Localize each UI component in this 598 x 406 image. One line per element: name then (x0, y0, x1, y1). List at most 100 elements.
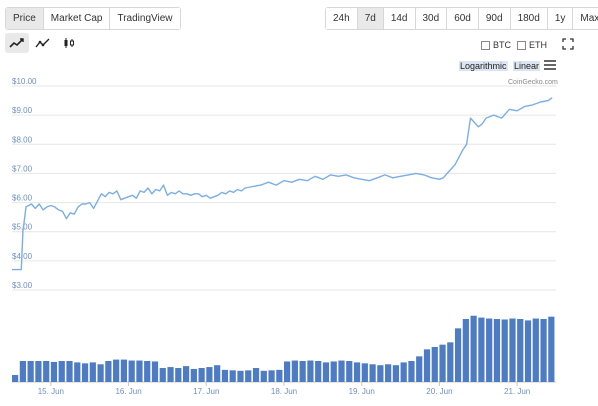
x-tick-label: 17. Jun (193, 387, 219, 396)
y-tick-label: $6.00 (12, 194, 33, 203)
y-tick-label: $3.00 (12, 281, 33, 290)
candlestick-icon (64, 38, 74, 48)
volume-bar (35, 361, 42, 382)
volume-bar (260, 370, 267, 382)
x-tick-label: 15. Jun (38, 387, 64, 396)
volume-bar (408, 361, 415, 382)
volume-bar (237, 370, 244, 382)
volume-bar (136, 360, 143, 382)
volume-bar (105, 361, 112, 382)
range-7d[interactable]: 7d (357, 8, 384, 29)
range-180d[interactable]: 180d (510, 8, 548, 29)
time-range-selector: 24h 7d 14d 30d 60d 90d 180d 1y Max (325, 7, 598, 30)
range-30d[interactable]: 30d (415, 8, 448, 29)
candlestick-button[interactable] (57, 33, 81, 53)
volume-bar (346, 361, 353, 382)
chart-type-selector (5, 33, 81, 53)
range-24h[interactable]: 24h (326, 8, 358, 29)
volume-bar (385, 364, 392, 382)
volume-bar (159, 368, 166, 382)
volume-bar (81, 363, 89, 382)
volume-bar (361, 363, 368, 382)
compare-eth[interactable]: ETH (517, 40, 547, 50)
range-1y[interactable]: 1y (547, 8, 574, 29)
ohlc-line-button[interactable] (31, 33, 55, 53)
logarithmic-button[interactable]: Logarithmic (459, 61, 508, 71)
volume-bar (167, 367, 174, 382)
linear-button[interactable]: Linear (513, 61, 541, 71)
volume-bar (299, 361, 306, 382)
tab-market-cap[interactable]: Market Cap (43, 8, 111, 29)
y-tick-label: $7.00 (12, 164, 33, 173)
volume-bar (478, 317, 485, 382)
volume-bar (221, 369, 229, 382)
range-14d[interactable]: 14d (383, 8, 416, 29)
volume-bar (540, 319, 547, 382)
volume-bar (431, 347, 438, 382)
volume-bar (97, 364, 104, 382)
line-chart-button[interactable] (5, 33, 29, 53)
volume-bar (315, 361, 322, 382)
hamburger-menu-icon[interactable] (544, 59, 556, 71)
volume-bar (128, 360, 135, 382)
tab-price[interactable]: Price (6, 8, 44, 29)
volume-bar (252, 368, 260, 382)
price-series-line (12, 97, 553, 271)
range-90d[interactable]: 90d (478, 8, 511, 29)
tab-tradingview[interactable]: TradingView (110, 8, 180, 29)
volume-bar (501, 319, 508, 382)
x-tick-label: 19. Jun (349, 387, 375, 396)
volume-bar (19, 361, 26, 382)
volume-bar (50, 361, 58, 382)
volume-bar (447, 342, 454, 382)
range-60d[interactable]: 60d (447, 8, 479, 29)
volume-bar (454, 328, 462, 382)
volume-bar (369, 364, 376, 382)
volume-bar (486, 318, 493, 382)
volume-bar (470, 315, 477, 382)
volume-bar (517, 319, 524, 382)
volume-bar (190, 368, 197, 382)
volume-bar (439, 344, 446, 382)
volume-bar (307, 360, 314, 382)
volume-bar (416, 356, 423, 382)
range-max[interactable]: Max (573, 8, 598, 29)
eth-checkbox[interactable] (517, 40, 526, 50)
volume-bar (377, 365, 384, 382)
eth-label: ETH (529, 40, 547, 50)
volume-bar (206, 367, 213, 382)
ohlc-line-icon (35, 38, 50, 48)
x-tick-label: 21. Jun (504, 387, 530, 396)
volume-bar (284, 361, 291, 382)
volume-bar (392, 365, 400, 382)
y-tick-label: $9.00 (12, 106, 33, 115)
view-tabs: Price Market Cap TradingView (5, 7, 181, 30)
volume-bar (214, 365, 221, 382)
volume-bar (175, 368, 182, 382)
x-tick-label: 16. Jun (115, 387, 141, 396)
volume-bar (151, 361, 159, 382)
volume-bar (291, 360, 298, 382)
volume-bar (548, 316, 555, 382)
y-tick-label: $5.00 (12, 223, 33, 232)
volume-bar (245, 370, 252, 382)
btc-checkbox[interactable] (481, 40, 490, 50)
volume-bar (198, 368, 205, 382)
y-tick-label: $8.00 (12, 135, 33, 144)
volume-bar (330, 361, 337, 382)
volume-bar (400, 362, 407, 382)
volume-bar (493, 319, 501, 382)
volume-bar (113, 359, 120, 382)
y-tick-label: $10.00 (12, 77, 37, 86)
volume-bar (74, 362, 81, 382)
volume-bar (276, 369, 283, 382)
fullscreen-icon[interactable] (561, 37, 575, 51)
volume-bar (524, 320, 532, 382)
compare-btc[interactable]: BTC (481, 40, 511, 50)
volume-bar (423, 349, 431, 382)
volume-bar (229, 370, 236, 382)
volume-bar (462, 319, 469, 382)
volume-bar (27, 361, 34, 382)
volume-bar (182, 366, 190, 382)
